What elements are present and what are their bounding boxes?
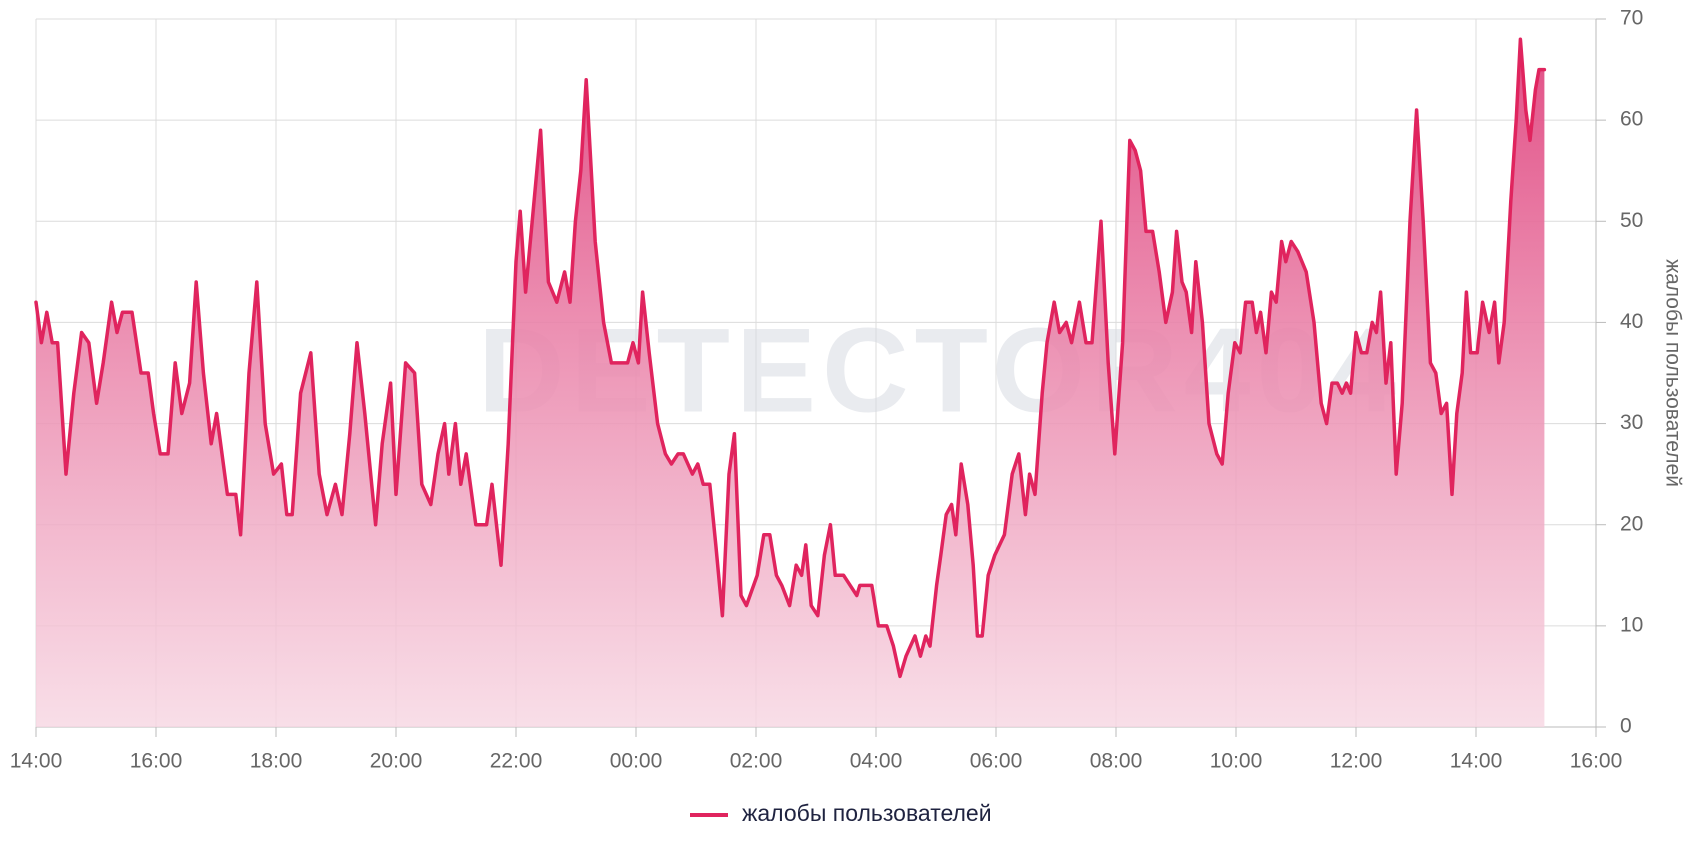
x-tick-label: 14:00 (10, 750, 63, 773)
y-tick-label: 30 (1620, 411, 1643, 434)
x-tick-label: 20:00 (370, 750, 423, 773)
x-tick-label: 14:00 (1450, 750, 1503, 773)
area-fill (36, 39, 1545, 727)
y-tick-label: 0 (1620, 715, 1632, 738)
x-tick-label: 04:00 (850, 750, 903, 773)
legend-label: жалобы пользователей (742, 800, 992, 826)
y-tick-label: 40 (1620, 310, 1643, 333)
x-tick-label: 08:00 (1090, 750, 1143, 773)
legend-item: жалобы пользователей (690, 800, 992, 826)
x-tick-label: 00:00 (610, 750, 663, 773)
x-tick-label: 06:00 (970, 750, 1023, 773)
x-tick-label: 18:00 (250, 750, 303, 773)
y-tick-label: 50 (1620, 209, 1643, 232)
x-tick-label: 12:00 (1330, 750, 1383, 773)
x-tick-label: 22:00 (490, 750, 543, 773)
y-tick-label: 10 (1620, 613, 1643, 636)
y-tick-label: 20 (1620, 512, 1643, 535)
y-axis-title: жалобы пользователей (1661, 259, 1684, 487)
line (34, 37, 1547, 679)
x-tick-label: 16:00 (1570, 750, 1623, 773)
y-tick-label: 60 (1620, 108, 1643, 131)
y-tick-label: 70 (1620, 7, 1643, 30)
grid: 0 10 20 30 40 50 60 70 14:00 16:00 18:00 20:00 22:00… (10, 7, 1644, 773)
x-tick-label: 10:00 (1210, 750, 1263, 773)
x-tick-label: 16:00 (130, 750, 183, 773)
plot (34, 37, 1547, 727)
x-tick-label: 02:00 (730, 750, 783, 773)
